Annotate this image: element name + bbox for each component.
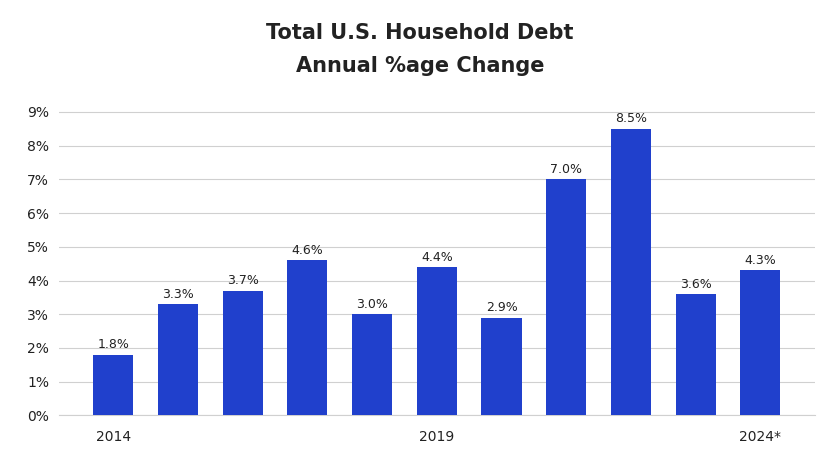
Text: 4.4%: 4.4%	[421, 251, 453, 264]
Text: 3.3%: 3.3%	[162, 288, 194, 301]
Text: 2.9%: 2.9%	[486, 301, 517, 314]
Bar	[481, 318, 522, 415]
Text: Annual %age Change: Annual %age Change	[296, 56, 544, 76]
Bar	[546, 179, 586, 415]
Bar	[740, 270, 780, 415]
Text: 1.8%: 1.8%	[97, 338, 129, 351]
Text: 4.3%: 4.3%	[744, 254, 776, 267]
Text: 4.6%: 4.6%	[291, 244, 323, 257]
Text: 3.7%: 3.7%	[227, 274, 259, 287]
Text: 3.6%: 3.6%	[680, 278, 711, 291]
Bar	[158, 304, 198, 415]
Bar	[611, 129, 651, 415]
Bar	[287, 260, 328, 415]
Bar	[93, 354, 134, 415]
Text: 7.0%: 7.0%	[550, 163, 582, 176]
Text: 2019: 2019	[419, 430, 454, 444]
Bar	[417, 267, 457, 415]
Text: Total U.S. Household Debt: Total U.S. Household Debt	[266, 23, 574, 43]
Bar	[352, 314, 392, 415]
Text: 3.0%: 3.0%	[356, 298, 388, 311]
Text: 2014: 2014	[96, 430, 131, 444]
Text: 8.5%: 8.5%	[615, 112, 647, 126]
Bar	[675, 294, 716, 415]
Bar	[223, 291, 263, 415]
Text: 2024*: 2024*	[739, 430, 781, 444]
